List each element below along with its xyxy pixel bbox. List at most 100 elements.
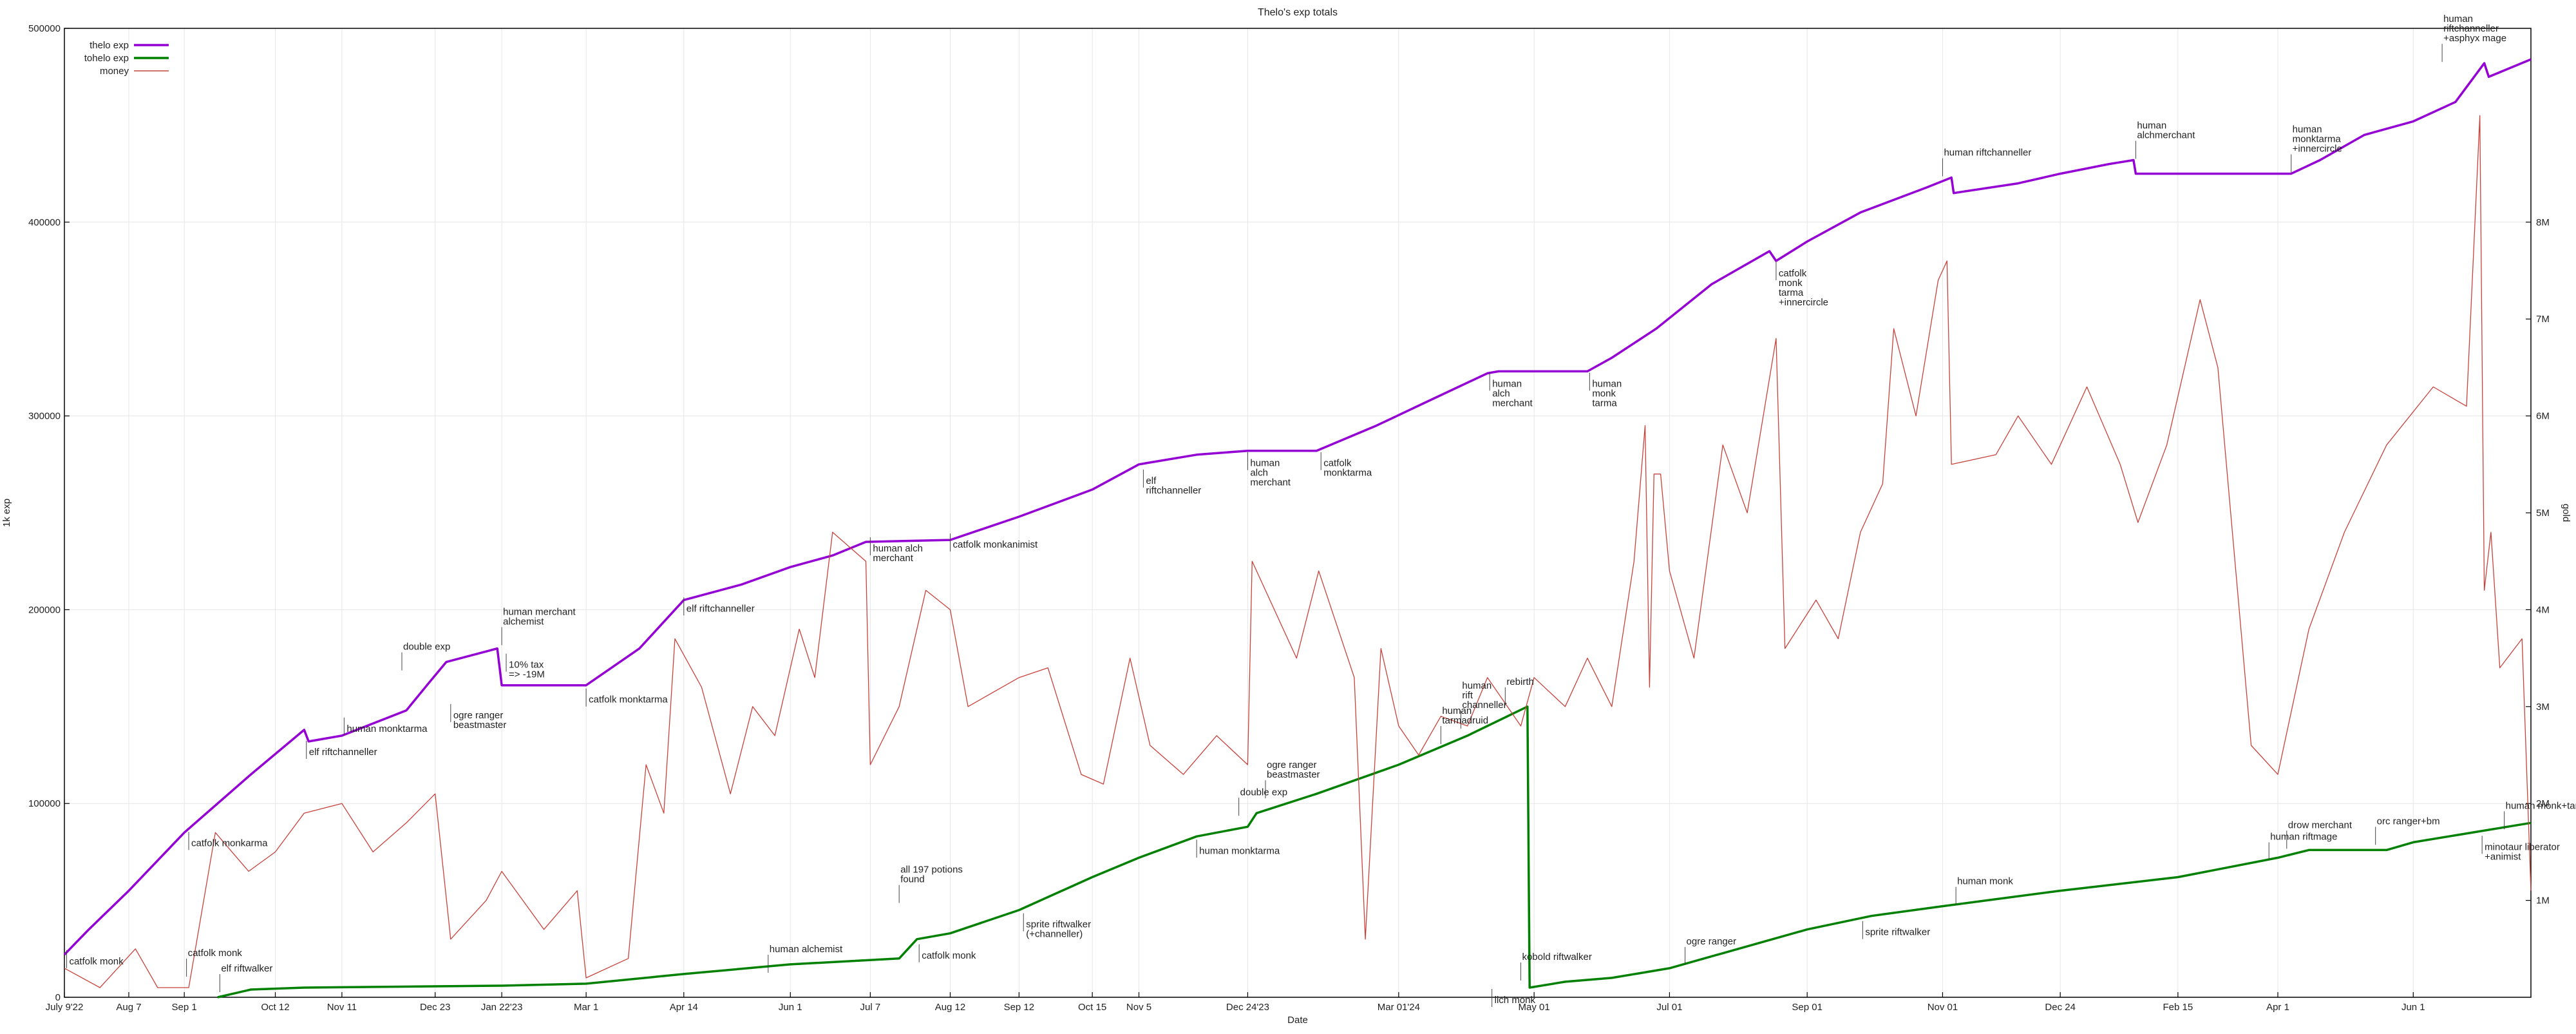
y2-tick-label: 5M (2536, 508, 2550, 519)
annotation: sprite riftwalker (1862, 921, 1930, 939)
legend-label: tohelo exp (84, 53, 129, 64)
annotation-label: elf riftchanneller (687, 603, 755, 614)
annotation: elf riftwalker (219, 963, 272, 992)
annotation: human riftchanneller (1942, 148, 2031, 177)
annotation: drow merchant (2286, 819, 2353, 849)
annotation-label: catfolk (1779, 268, 1807, 279)
annotation-label: merchant (1492, 397, 1533, 408)
series-lines (63, 58, 2532, 999)
annotation: lich monk (1492, 988, 1535, 1007)
annotation-label: human merchant (503, 607, 576, 618)
annotation-label: monk (1779, 278, 1803, 289)
annotation-label: monktarma (1323, 468, 1372, 479)
annotation-label: rift (1462, 690, 1473, 701)
annotation: catfolk monktarma (585, 688, 668, 707)
annotation-label: drow merchant (2288, 819, 2353, 830)
annotation-label: ogre ranger (453, 710, 504, 721)
x-tick-label: Dec 23 (420, 1002, 451, 1013)
annotation-label: catfolk (1323, 458, 1352, 469)
x-tick-label: Sep 01 (1792, 1002, 1823, 1013)
x-tick-label: Jul 7 (860, 1002, 881, 1013)
x-tick-label: Feb 15 (2163, 1002, 2193, 1013)
annotation-label: +asphyx mage (2443, 33, 2506, 44)
annotation: catfolk monk (186, 948, 243, 977)
x-tick-label: Mar 01'24 (1378, 1002, 1420, 1013)
series-line-tohelo-exp (217, 705, 2532, 999)
y-tick-label: 200000 (28, 604, 61, 615)
y2-tick-label: 4M (2536, 604, 2550, 615)
x-tick-label: July 9'22 (46, 1002, 84, 1013)
y2-axis-ticks: 1M 2M 3M 4M 5M 6M 7M 8M (2526, 217, 2550, 906)
annotation-label: all 197 potions (900, 865, 963, 876)
annotation-label: human alch (873, 543, 923, 554)
annotation-label: tarma (1779, 287, 1804, 298)
annotation-label: human (1442, 705, 1472, 716)
y2-tick-label: 8M (2536, 217, 2550, 228)
y-tick-label: 100000 (28, 798, 61, 809)
annotation-label: catfolk monkanimist (952, 539, 1038, 550)
annotation: ogre ranger (1685, 936, 1737, 965)
legend: thelo exp tohelo exp money (84, 40, 169, 77)
annotation-label: human monktarma (1199, 845, 1280, 856)
y2-tick-label: 6M (2536, 411, 2550, 422)
annotation-label: rebirth (1506, 676, 1534, 687)
annotation-label: elf riftwalker (221, 963, 272, 974)
annotation: elf riftchanneller (683, 597, 755, 616)
x-tick-label: Nov 11 (327, 1002, 357, 1013)
x-tick-label: Sep 12 (1004, 1002, 1035, 1013)
x-tick-label: May 01 (1519, 1002, 1550, 1013)
x-tick-label: Apr 14 (670, 1002, 698, 1013)
annotation-label: beastmaster (453, 720, 507, 731)
annotation-label: monk (1592, 388, 1616, 399)
annotation-label: +innercircle (2293, 144, 2342, 155)
y-axis-label: 1k exp (1, 499, 12, 527)
x-tick-label: Jan 22'23 (481, 1002, 523, 1013)
annotation: human alchmerchant (869, 537, 923, 564)
y2-tick-label: 1M (2536, 895, 2550, 906)
annotation: double exp (1238, 787, 1287, 816)
annotation-label: riftchanneller (1146, 485, 1201, 496)
x-tick-label: Dec 24 (2045, 1002, 2076, 1013)
x-tick-label: Mar 1 (574, 1002, 598, 1013)
annotation-label: merchant (1250, 477, 1291, 488)
annotation-label: sprite riftwalker (1026, 919, 1091, 930)
y-tick-label: 500000 (28, 23, 61, 34)
series-line-money (64, 115, 2532, 988)
annotation-label: tarmadruid (1442, 715, 1488, 726)
annotation-label: human riftchanneller (1944, 148, 2031, 158)
x-tick-label: Jul 01 (1656, 1002, 1682, 1013)
annotation-label: catfolk monkarma (191, 838, 268, 848)
x-tick-label: Jun 1 (779, 1002, 802, 1013)
annotation: human monk (1955, 876, 2013, 905)
annotation: sprite riftwalker(+channeller) (1023, 913, 1091, 940)
annotation-label: tarma (1592, 397, 1617, 408)
annotation-label: orc ranger+bm (2377, 816, 2440, 827)
series-line-thelo-exp (63, 58, 2532, 956)
annotation-label: alch (1492, 388, 1510, 399)
x-tick-label: Jun 1 (2401, 1002, 2425, 1013)
annotation-label: merchant (873, 553, 913, 564)
annotation-label: human (2443, 14, 2473, 24)
annotation: human monktarma (1196, 839, 1280, 858)
annotation-label: double exp (1240, 787, 1287, 798)
y-axis-ticks: 0 100000 200000 300000 400000 500000 (28, 23, 70, 1003)
x-axis-label: Date (1287, 1015, 1308, 1026)
annotation-label: catfolk monktarma (589, 694, 668, 705)
annotation: catfolk monk (66, 950, 124, 968)
y2-tick-label: 3M (2536, 702, 2550, 713)
annotation-label: catfolk monk (188, 948, 243, 959)
x-tick-label: Aug 12 (935, 1002, 966, 1013)
annotation-label: ogre ranger (1687, 936, 1737, 947)
